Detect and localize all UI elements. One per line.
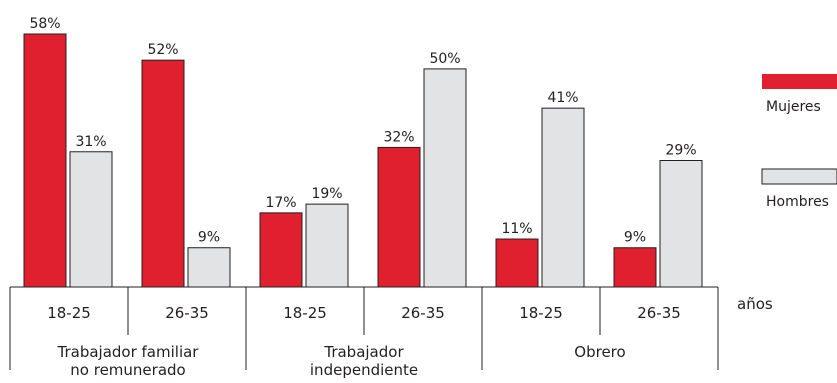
group-label-0-line-1: no remunerado xyxy=(70,361,185,379)
bar-hombres-2 xyxy=(305,203,349,288)
value-label-mujeres-1: 52% xyxy=(147,42,178,58)
tick-label-0: 18-25 xyxy=(47,304,91,322)
legend: Mujeres Hombres xyxy=(761,74,837,210)
tick-label-5: 26-35 xyxy=(637,304,681,322)
tick-label-2: 18-25 xyxy=(283,304,327,322)
value-label-hombres-3: 50% xyxy=(429,51,460,67)
bars-layer xyxy=(23,33,703,288)
value-label-mujeres-4: 11% xyxy=(501,221,532,237)
bar-hombres-5 xyxy=(659,160,703,288)
group-label-0-line-0: Trabajador familiar xyxy=(57,343,200,361)
group-label-2-line-0: Obrero xyxy=(574,343,625,361)
bar-hombres-0 xyxy=(69,151,113,288)
legend-swatch-hombres xyxy=(761,168,837,185)
tick-label-4: 18-25 xyxy=(519,304,563,322)
bar-hombres-3 xyxy=(423,68,467,288)
value-label-mujeres-2: 17% xyxy=(265,195,296,211)
value-label-mujeres-5: 9% xyxy=(624,230,646,246)
category-table-lines xyxy=(9,286,719,370)
bar-hombres-4 xyxy=(541,107,585,288)
group-label-1-line-1: independiente xyxy=(310,361,418,379)
group-label-1-line-0: Trabajador xyxy=(323,343,404,361)
labels-layer: 58% 52% 17% 32% 11% 9% 31% 9% 19% 50% 41% 29% 18-25 2… xyxy=(29,16,772,379)
bar-hombres-1 xyxy=(187,247,231,288)
legend-swatch-mujeres xyxy=(762,74,837,89)
value-label-mujeres-3: 32% xyxy=(383,129,414,145)
value-label-hombres-2: 19% xyxy=(311,186,342,202)
legend-label-mujeres: Mujeres xyxy=(766,99,821,115)
value-label-hombres-4: 41% xyxy=(547,90,578,106)
bar-mujeres-5 xyxy=(613,247,657,288)
value-label-hombres-5: 29% xyxy=(665,143,696,159)
tick-label-3: 26-35 xyxy=(401,304,445,322)
bar-mujeres-3 xyxy=(377,146,421,288)
legend-label-hombres: Hombres xyxy=(766,194,829,210)
value-label-mujeres-0: 58% xyxy=(29,16,60,32)
value-label-hombres-0: 31% xyxy=(75,134,106,150)
axis-unit-label: años xyxy=(737,295,773,313)
tick-label-1: 26-35 xyxy=(165,304,209,322)
value-label-hombres-1: 9% xyxy=(198,230,220,246)
bar-mujeres-4 xyxy=(495,238,539,288)
bar-mujeres-1 xyxy=(141,59,185,288)
bar-mujeres-2 xyxy=(259,212,303,288)
bar-mujeres-0 xyxy=(23,33,67,288)
